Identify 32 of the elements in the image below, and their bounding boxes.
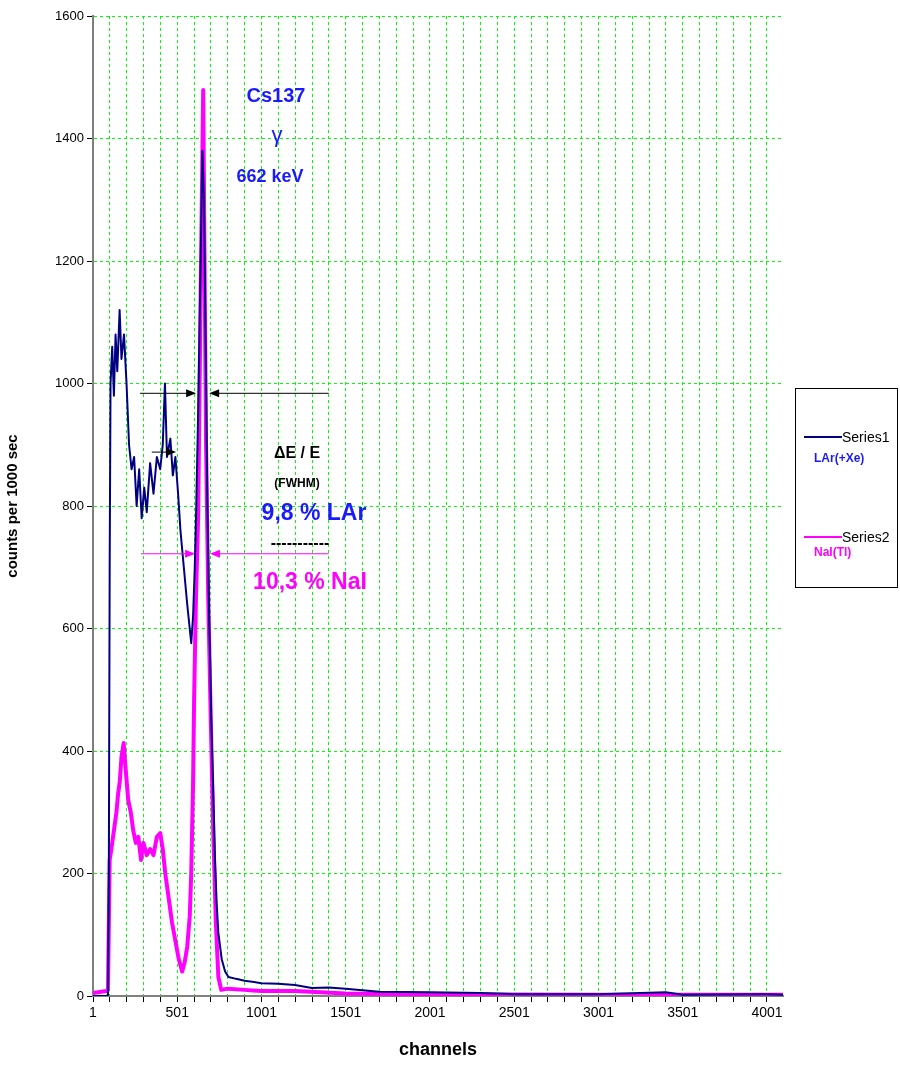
annotation: ----------- [270, 534, 330, 552]
legend-label: Series1 [842, 429, 890, 445]
x-tick-label: 3501 [667, 1004, 699, 1021]
x-tick-label: 3001 [582, 1004, 615, 1021]
x-tick-label: 1501 [330, 1004, 362, 1021]
annotation: (FWHM) [274, 476, 320, 491]
y-tick-label: 1000 [55, 375, 84, 391]
x-tick-label: 1001 [245, 1004, 278, 1021]
annotation: 662 keV [236, 165, 304, 186]
annotation: Cs137 [246, 83, 306, 106]
x-tick-label: 501 [165, 1004, 190, 1021]
text: NaI(Tl) [814, 545, 853, 559]
annotation: ΔE / E [273, 444, 321, 462]
x-tick-label: 4001 [751, 1004, 783, 1021]
annotation: 10,3 % NaI [253, 568, 367, 595]
y-tick-label: 1400 [55, 130, 84, 146]
annotation: γ [271, 122, 283, 148]
x-tick-label: 2001 [414, 1004, 446, 1021]
y-tick-label: 400 [62, 742, 84, 758]
legend-label: Series2 [842, 529, 890, 545]
x-axis-title: channels [398, 1039, 478, 1060]
x-tick-label: 2501 [498, 1004, 531, 1021]
y-axis-title: counts per 1000 sec [3, 434, 21, 578]
text: LAr(+Xe) [814, 451, 866, 465]
y-tick-label: 200 [62, 865, 84, 881]
y-tick-label: 600 [62, 620, 84, 636]
y-tick-label: 800 [62, 497, 84, 513]
y-tick-label: 0 [76, 987, 84, 1003]
x-tick-label: 1 [89, 1004, 98, 1021]
annotation: 9,8 % LAr [261, 499, 367, 526]
y-tick-label: 1600 [55, 7, 84, 23]
y-tick-label: 1200 [55, 252, 84, 268]
